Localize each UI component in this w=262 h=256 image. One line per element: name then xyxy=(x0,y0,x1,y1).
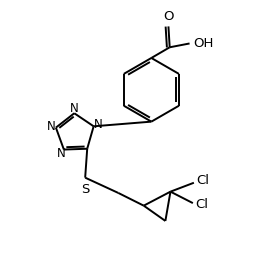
Text: S: S xyxy=(81,183,89,196)
Text: O: O xyxy=(163,10,174,23)
Text: Cl: Cl xyxy=(196,174,209,187)
Text: N: N xyxy=(94,118,103,131)
Text: OH: OH xyxy=(193,37,214,50)
Text: N: N xyxy=(70,102,79,115)
Text: N: N xyxy=(57,147,66,160)
Text: N: N xyxy=(47,120,55,133)
Text: Cl: Cl xyxy=(195,198,208,211)
